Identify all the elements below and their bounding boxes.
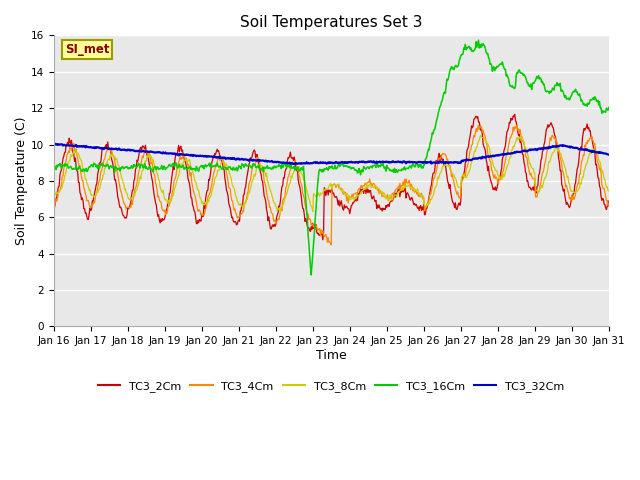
TC3_4Cm (513, 122, 521, 128)
TC3_2Cm (196, 216, 204, 222)
Line: TC3_32Cm: TC3_32Cm (54, 144, 609, 164)
TC3_8Cm (324, 187, 332, 192)
TC3_8Cm (196, 192, 204, 198)
TC3_2Cm (432, 157, 440, 163)
TC3_8Cm (50, 187, 58, 193)
Line: TC3_8Cm: TC3_8Cm (54, 135, 609, 213)
TC3_2Cm (172, 153, 179, 159)
TC3_2Cm (50, 202, 58, 208)
Y-axis label: Soil Temperature (C): Soil Temperature (C) (15, 117, 28, 245)
TC3_32Cm (51, 141, 59, 147)
TC3_4Cm (50, 201, 58, 206)
TC3_4Cm (378, 191, 385, 196)
TC3_4Cm (172, 175, 179, 180)
TC3_16Cm (324, 166, 332, 172)
TC3_4Cm (605, 201, 612, 206)
TC3_4Cm (432, 170, 440, 176)
TC3_2Cm (556, 160, 563, 166)
TC3_16Cm (172, 159, 179, 165)
TC3_32Cm (50, 142, 58, 148)
TC3_16Cm (432, 120, 440, 126)
TC3_32Cm (324, 159, 332, 165)
TC3_8Cm (172, 183, 179, 189)
TC3_16Cm (50, 164, 58, 170)
TC3_8Cm (432, 184, 440, 190)
TC3_32Cm (196, 153, 204, 158)
TC3_2Cm (511, 111, 518, 117)
TC3_32Cm (172, 151, 180, 157)
Text: SI_met: SI_met (65, 43, 109, 56)
TC3_4Cm (323, 234, 330, 240)
TC3_4Cm (196, 207, 204, 213)
Line: TC3_4Cm: TC3_4Cm (54, 125, 609, 245)
TC3_2Cm (319, 237, 326, 243)
TC3_8Cm (378, 189, 385, 195)
TC3_2Cm (324, 187, 332, 193)
TC3_16Cm (196, 165, 204, 171)
TC3_16Cm (378, 161, 385, 167)
TC3_16Cm (475, 37, 483, 43)
Legend: TC3_2Cm, TC3_4Cm, TC3_8Cm, TC3_16Cm, TC3_32Cm: TC3_2Cm, TC3_4Cm, TC3_8Cm, TC3_16Cm, TC3… (93, 377, 569, 396)
Title: Soil Temperatures Set 3: Soil Temperatures Set 3 (240, 15, 422, 30)
TC3_16Cm (307, 272, 315, 278)
Line: TC3_16Cm: TC3_16Cm (54, 40, 609, 275)
TC3_32Cm (605, 152, 612, 157)
TC3_32Cm (556, 143, 563, 149)
TC3_2Cm (378, 205, 385, 211)
Line: TC3_2Cm: TC3_2Cm (54, 114, 609, 240)
TC3_4Cm (328, 242, 335, 248)
X-axis label: Time: Time (316, 349, 347, 362)
TC3_16Cm (556, 83, 563, 89)
TC3_32Cm (291, 161, 299, 167)
TC3_8Cm (556, 149, 563, 155)
TC3_8Cm (276, 210, 284, 216)
TC3_8Cm (477, 132, 484, 138)
TC3_4Cm (556, 150, 563, 156)
TC3_8Cm (605, 188, 612, 193)
TC3_16Cm (605, 105, 612, 110)
TC3_32Cm (378, 159, 386, 165)
TC3_32Cm (433, 160, 441, 166)
TC3_2Cm (605, 203, 612, 209)
